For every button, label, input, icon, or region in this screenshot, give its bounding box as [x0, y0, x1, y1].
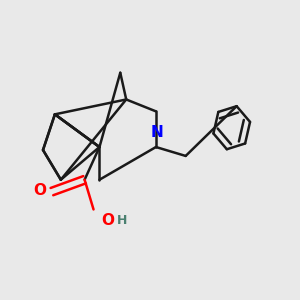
Text: O: O	[34, 183, 46, 198]
Text: N: N	[151, 125, 164, 140]
Text: O: O	[101, 213, 114, 228]
Text: H: H	[117, 214, 128, 227]
